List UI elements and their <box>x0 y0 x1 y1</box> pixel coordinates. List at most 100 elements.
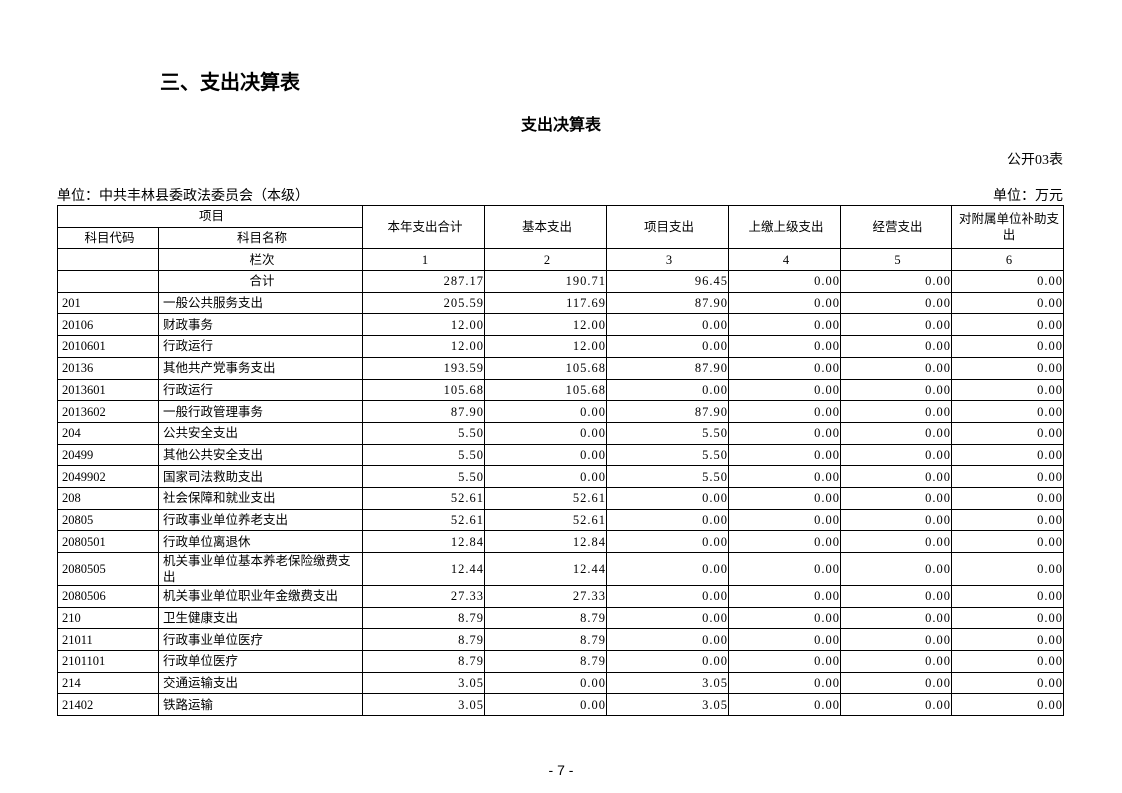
value-cell: 8.79 <box>484 606 608 630</box>
value-cell: 27.33 <box>362 585 486 608</box>
code-cell: 214 <box>57 671 159 695</box>
header-cell: 栏次 <box>157 248 364 272</box>
value-cell: 0.00 <box>840 530 953 553</box>
name-cell: 社会保障和就业支出 <box>157 486 364 510</box>
value-cell: 0.00 <box>728 356 842 380</box>
value-cell: 52.61 <box>484 486 608 510</box>
value-cell: 0.00 <box>606 650 730 673</box>
value-cell: 0.00 <box>840 378 953 402</box>
value-cell: 3.05 <box>362 671 486 695</box>
column-header: 对附属单位补助支出 <box>951 204 1065 250</box>
value-cell: 0.00 <box>840 671 953 695</box>
unit-right: 单位：万元 <box>993 189 1063 204</box>
value-cell: 0.00 <box>840 400 953 423</box>
value-cell: 0.00 <box>484 443 608 467</box>
value-cell: 96.45 <box>606 270 730 293</box>
name-cell: 行政单位离退休 <box>157 530 364 553</box>
value-cell: 5.50 <box>606 443 730 467</box>
name-cell: 行政单位医疗 <box>157 650 364 673</box>
value-cell: 0.00 <box>728 465 842 488</box>
value-cell: 0.00 <box>951 628 1065 652</box>
value-cell: 0.00 <box>606 530 730 553</box>
total-label: 合计 <box>157 270 364 293</box>
column-seq: 6 <box>951 248 1065 272</box>
value-cell: 0.00 <box>951 356 1065 380</box>
value-cell: 0.00 <box>728 443 842 467</box>
value-cell: 12.84 <box>362 530 486 553</box>
code-cell: 21402 <box>57 693 159 717</box>
header-cell <box>57 248 159 272</box>
value-cell: 27.33 <box>484 585 608 608</box>
value-cell: 0.00 <box>728 552 842 586</box>
value-cell: 5.50 <box>606 421 730 445</box>
value-cell: 8.79 <box>484 650 608 673</box>
value-cell: 5.50 <box>606 465 730 488</box>
value-cell: 0.00 <box>840 628 953 652</box>
code-cell <box>57 270 159 293</box>
value-cell: 0.00 <box>606 378 730 402</box>
value-cell: 0.00 <box>951 671 1065 695</box>
code-cell: 20805 <box>57 508 159 532</box>
name-cell: 行政事业单位医疗 <box>157 628 364 652</box>
name-cell: 其他共产党事务支出 <box>157 356 364 380</box>
value-cell: 0.00 <box>951 400 1065 423</box>
value-cell: 105.68 <box>484 378 608 402</box>
value-cell: 0.00 <box>840 552 953 586</box>
value-cell: 105.68 <box>484 356 608 380</box>
name-cell: 行政事业单位养老支出 <box>157 508 364 532</box>
value-cell: 0.00 <box>951 530 1065 553</box>
value-cell: 0.00 <box>951 421 1065 445</box>
code-cell: 2013602 <box>57 400 159 423</box>
header-cell: 科目代码 <box>57 226 159 250</box>
value-cell: 0.00 <box>484 671 608 695</box>
value-cell: 87.90 <box>362 400 486 423</box>
name-cell: 机关事业单位职业年金缴费支出 <box>157 585 364 608</box>
column-seq: 5 <box>840 248 953 272</box>
header-cell: 项目 <box>56 205 364 228</box>
section-heading: 三、支出决算表 <box>160 72 300 94</box>
expenditure-table: 项目 本年支出合计 基本支出 项目支出 上缴上级支出 经营支出 对附属单位补助支出 科目代… <box>56 204 1065 717</box>
value-cell: 0.00 <box>728 486 842 510</box>
value-cell: 0.00 <box>484 400 608 423</box>
value-cell: 12.84 <box>484 530 608 553</box>
value-cell: 0.00 <box>728 693 842 717</box>
value-cell: 0.00 <box>840 335 953 358</box>
value-cell: 12.00 <box>484 335 608 358</box>
code-cell: 208 <box>57 486 159 510</box>
value-cell: 8.79 <box>362 606 486 630</box>
value-cell: 0.00 <box>606 508 730 532</box>
name-cell: 卫生健康支出 <box>157 606 364 630</box>
value-cell: 0.00 <box>951 335 1065 358</box>
value-cell: 193.59 <box>362 356 486 380</box>
code-cell: 2010601 <box>57 335 159 358</box>
code-cell: 20106 <box>57 313 159 337</box>
code-cell: 2013601 <box>57 378 159 402</box>
column-seq: 1 <box>362 248 486 272</box>
value-cell: 0.00 <box>728 335 842 358</box>
value-cell: 0.00 <box>840 508 953 532</box>
value-cell: 0.00 <box>840 606 953 630</box>
value-cell: 5.50 <box>362 465 486 488</box>
value-cell: 3.05 <box>606 693 730 717</box>
column-header: 项目支出 <box>606 204 730 250</box>
value-cell: 0.00 <box>728 291 842 315</box>
unit-left: 单位：中共丰林县委政法委员会（本级） <box>57 189 309 204</box>
name-cell: 机关事业单位基本养老保险缴费支出 <box>157 552 364 586</box>
value-cell: 0.00 <box>484 421 608 445</box>
value-cell: 0.00 <box>728 508 842 532</box>
code-cell: 210 <box>57 606 159 630</box>
value-cell: 0.00 <box>728 378 842 402</box>
value-cell: 3.05 <box>606 671 730 695</box>
value-cell: 0.00 <box>951 465 1065 488</box>
code-cell: 21011 <box>57 628 159 652</box>
value-cell: 8.79 <box>484 628 608 652</box>
column-seq: 3 <box>606 248 730 272</box>
value-cell: 0.00 <box>840 650 953 673</box>
name-cell: 交通运输支出 <box>157 671 364 695</box>
value-cell: 105.68 <box>362 378 486 402</box>
value-cell: 0.00 <box>606 606 730 630</box>
table-title: 支出决算表 <box>520 117 601 134</box>
name-cell: 铁路运输 <box>157 693 364 717</box>
value-cell: 0.00 <box>840 443 953 467</box>
value-cell: 12.00 <box>484 313 608 337</box>
